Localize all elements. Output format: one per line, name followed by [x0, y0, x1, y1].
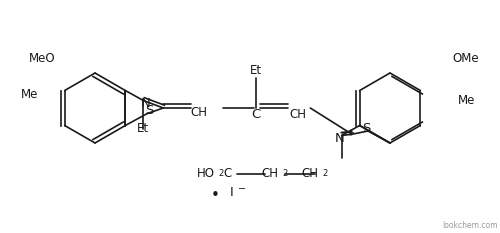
Text: Et: Et [250, 64, 262, 76]
Text: N: N [140, 97, 150, 110]
Text: 2: 2 [282, 168, 287, 178]
Text: Me: Me [458, 93, 475, 106]
Text: CH: CH [191, 106, 208, 120]
Text: Et: Et [137, 122, 149, 135]
Text: MeO: MeO [28, 51, 55, 65]
Text: Me: Me [20, 89, 38, 102]
Text: CH: CH [262, 167, 278, 180]
Text: N: N [335, 132, 344, 145]
Text: •: • [210, 188, 220, 202]
Text: C: C [223, 167, 231, 180]
Text: +: + [346, 129, 354, 138]
Text: S: S [362, 121, 370, 134]
Text: 2: 2 [218, 168, 223, 178]
Text: CH: CH [302, 167, 318, 180]
Text: HO: HO [197, 167, 215, 180]
Text: 2: 2 [322, 168, 327, 178]
Text: −: − [238, 184, 246, 194]
Text: I: I [230, 186, 234, 199]
Text: S: S [145, 104, 154, 117]
Text: C: C [252, 107, 261, 120]
Text: lookchem.com: lookchem.com [442, 221, 498, 230]
Text: OMe: OMe [452, 51, 478, 65]
Text: CH: CH [290, 107, 307, 120]
